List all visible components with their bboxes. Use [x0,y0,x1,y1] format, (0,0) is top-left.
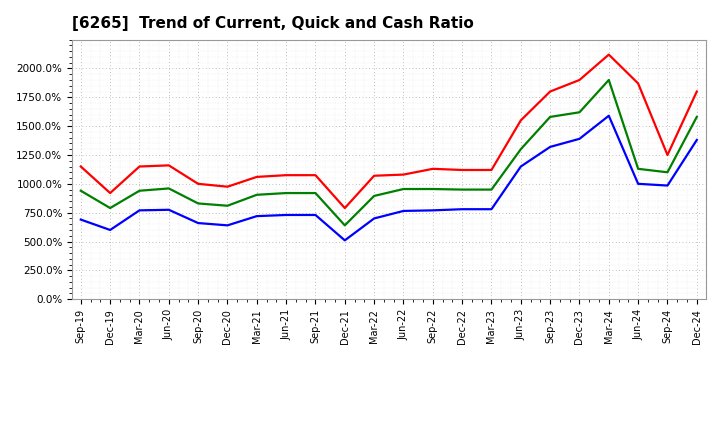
Quick Ratio [135,188,144,194]
Current Ratio [575,77,584,83]
Current Ratio [546,89,554,94]
Current Ratio [399,172,408,177]
Cash Ratio [164,207,173,213]
Cash Ratio [516,164,525,169]
Cash Ratio [194,220,202,226]
Line: Quick Ratio: Quick Ratio [81,80,697,225]
Cash Ratio [311,213,320,218]
Quick Ratio [311,191,320,196]
Current Ratio [341,205,349,211]
Cash Ratio [341,238,349,243]
Quick Ratio [253,192,261,198]
Quick Ratio [164,186,173,191]
Cash Ratio [399,208,408,213]
Cash Ratio [575,136,584,142]
Cash Ratio [253,213,261,219]
Cash Ratio [605,113,613,118]
Quick Ratio [693,114,701,120]
Quick Ratio [605,77,613,83]
Cash Ratio [663,183,672,188]
Quick Ratio [106,205,114,211]
Cash Ratio [106,227,114,233]
Current Ratio [135,164,144,169]
Current Ratio [311,172,320,178]
Current Ratio [487,167,496,172]
Current Ratio [164,163,173,168]
Cash Ratio [135,208,144,213]
Current Ratio [106,191,114,196]
Current Ratio [194,181,202,187]
Cash Ratio [458,206,467,212]
Current Ratio [253,174,261,180]
Cash Ratio [487,206,496,212]
Current Ratio [370,173,379,178]
Quick Ratio [223,203,232,209]
Quick Ratio [516,147,525,152]
Current Ratio [458,167,467,172]
Current Ratio [282,172,290,178]
Current Ratio [663,152,672,158]
Quick Ratio [487,187,496,192]
Quick Ratio [663,170,672,175]
Line: Current Ratio: Current Ratio [81,55,697,208]
Quick Ratio [341,223,349,228]
Cash Ratio [223,223,232,228]
Quick Ratio [194,201,202,206]
Cash Ratio [370,216,379,221]
Current Ratio [693,89,701,94]
Cash Ratio [546,144,554,150]
Cash Ratio [634,181,642,187]
Cash Ratio [693,137,701,143]
Cash Ratio [428,208,437,213]
Cash Ratio [76,217,85,222]
Quick Ratio [634,166,642,172]
Line: Cash Ratio: Cash Ratio [81,116,697,240]
Quick Ratio [399,187,408,192]
Current Ratio [516,118,525,123]
Current Ratio [634,81,642,86]
Quick Ratio [458,187,467,192]
Current Ratio [605,52,613,57]
Current Ratio [428,166,437,172]
Quick Ratio [282,191,290,196]
Quick Ratio [370,193,379,198]
Quick Ratio [546,114,554,120]
Current Ratio [223,184,232,189]
Quick Ratio [76,188,85,194]
Cash Ratio [282,213,290,218]
Text: [6265]  Trend of Current, Quick and Cash Ratio: [6265] Trend of Current, Quick and Cash … [72,16,474,32]
Current Ratio [76,164,85,169]
Quick Ratio [428,187,437,192]
Quick Ratio [575,110,584,115]
